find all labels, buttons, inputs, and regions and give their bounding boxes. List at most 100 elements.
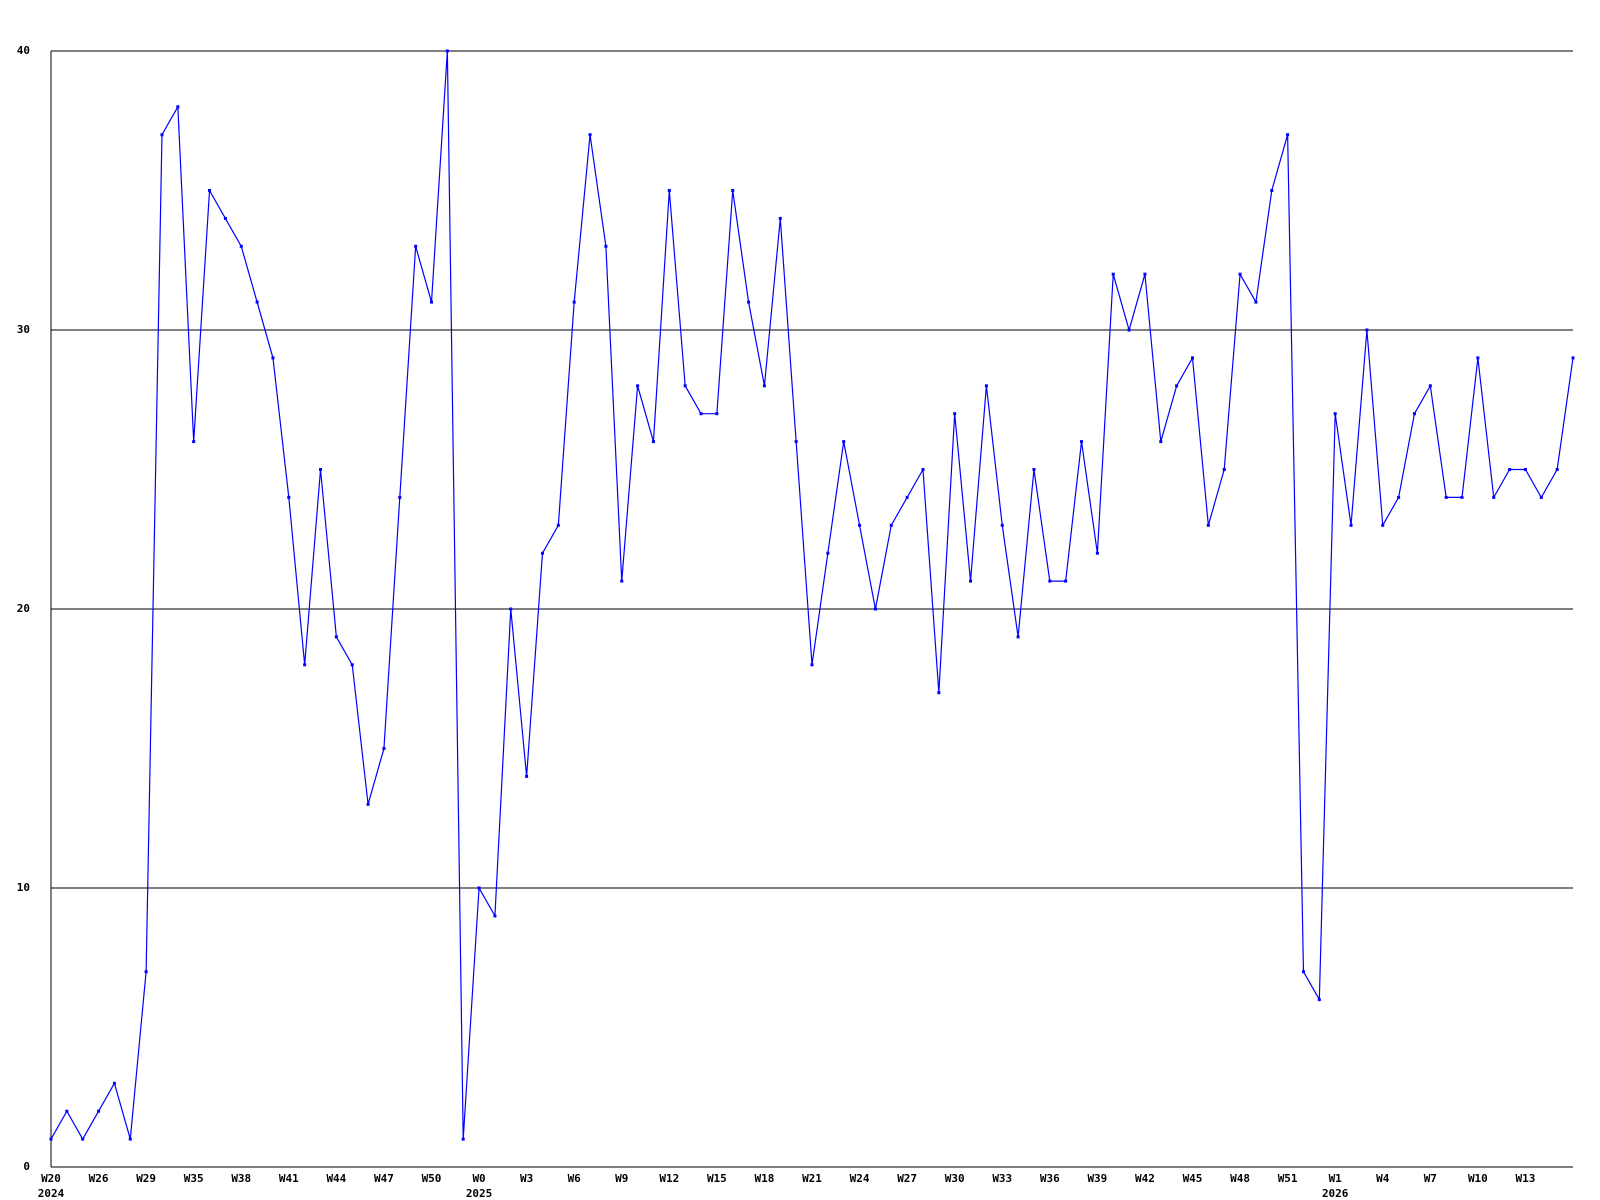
year-label: 2025 bbox=[466, 1187, 493, 1200]
point bbox=[1412, 412, 1416, 416]
point bbox=[858, 523, 862, 527]
point bbox=[208, 189, 212, 192]
point bbox=[984, 384, 988, 388]
year-label: 2024 bbox=[38, 1187, 65, 1200]
y-tick-label: 10 bbox=[17, 881, 30, 894]
point bbox=[715, 412, 719, 416]
point bbox=[128, 1137, 132, 1141]
point bbox=[1000, 523, 1004, 527]
point bbox=[889, 523, 893, 527]
point bbox=[1254, 300, 1258, 304]
y-tick-label: 0 bbox=[23, 1160, 30, 1173]
point bbox=[1286, 133, 1290, 137]
point bbox=[1333, 412, 1337, 416]
y-tick-label: 30 bbox=[17, 323, 30, 336]
point bbox=[683, 384, 687, 388]
point bbox=[651, 440, 655, 444]
point bbox=[81, 1137, 85, 1141]
point bbox=[287, 495, 291, 499]
x-tick-label: W20 bbox=[41, 1172, 61, 1185]
point bbox=[271, 356, 275, 360]
line bbox=[50, 50, 1574, 1141]
point bbox=[382, 747, 386, 750]
x-tick-label: W45 bbox=[1183, 1172, 1203, 1185]
x-tick-label: W13 bbox=[1516, 1172, 1536, 1185]
point bbox=[223, 216, 227, 220]
x-tick-label: W35 bbox=[184, 1172, 204, 1185]
point bbox=[1159, 440, 1163, 444]
point bbox=[1460, 495, 1464, 499]
point bbox=[255, 300, 259, 304]
x-tick-label: W6 bbox=[568, 1172, 582, 1185]
point bbox=[1301, 970, 1305, 974]
point bbox=[1175, 384, 1179, 388]
x-tick-label: W38 bbox=[231, 1172, 251, 1185]
point bbox=[1143, 272, 1147, 276]
x-tick-label: W44 bbox=[326, 1172, 346, 1185]
point bbox=[572, 300, 576, 304]
point bbox=[1539, 495, 1543, 499]
point bbox=[112, 1081, 116, 1085]
point bbox=[1064, 579, 1068, 583]
x-tick-label: W12 bbox=[659, 1172, 679, 1185]
point bbox=[778, 216, 782, 220]
x-tick-label: W39 bbox=[1087, 1172, 1107, 1185]
x-tick-label: W15 bbox=[707, 1172, 727, 1185]
x-tick-label: W42 bbox=[1135, 1172, 1155, 1185]
point bbox=[1080, 440, 1084, 444]
x-tick-label: W18 bbox=[755, 1172, 775, 1185]
point bbox=[762, 384, 766, 388]
point bbox=[1555, 468, 1559, 471]
point bbox=[1381, 523, 1385, 527]
point bbox=[620, 579, 624, 583]
x-tick-label: W47 bbox=[374, 1172, 394, 1185]
x-tick-label: W4 bbox=[1376, 1172, 1390, 1185]
point bbox=[556, 523, 560, 527]
point bbox=[969, 579, 973, 583]
x-tick-label: W3 bbox=[520, 1172, 533, 1185]
point bbox=[461, 1137, 465, 1141]
point bbox=[525, 774, 529, 778]
point bbox=[699, 412, 703, 416]
point bbox=[1428, 384, 1432, 388]
x-tick-label: W1 bbox=[1329, 1172, 1343, 1185]
point bbox=[1048, 579, 1052, 583]
point bbox=[65, 1109, 69, 1113]
x-tick-label: W48 bbox=[1230, 1172, 1250, 1185]
point bbox=[1222, 468, 1226, 471]
point bbox=[1032, 468, 1036, 471]
point bbox=[398, 495, 402, 499]
point bbox=[49, 1137, 53, 1141]
point bbox=[747, 300, 751, 304]
x-tick-label: W51 bbox=[1278, 1172, 1298, 1185]
point bbox=[176, 105, 180, 109]
point bbox=[1365, 328, 1369, 332]
point bbox=[667, 189, 671, 192]
point bbox=[319, 468, 323, 471]
point bbox=[1317, 998, 1321, 1002]
point bbox=[1206, 523, 1210, 527]
x-tick-label: W10 bbox=[1468, 1172, 1488, 1185]
y-tick-label: 20 bbox=[17, 602, 30, 615]
point bbox=[1349, 523, 1353, 527]
point bbox=[842, 440, 846, 444]
point bbox=[160, 133, 164, 137]
point bbox=[1111, 272, 1115, 276]
x-tick-label: W26 bbox=[89, 1172, 109, 1185]
point bbox=[636, 384, 640, 388]
year-label: 2026 bbox=[1322, 1187, 1349, 1200]
x-tick-label: W50 bbox=[422, 1172, 442, 1185]
x-tick-label: W24 bbox=[850, 1172, 870, 1185]
point bbox=[1397, 495, 1401, 499]
point bbox=[731, 189, 735, 192]
point bbox=[810, 663, 814, 667]
y-tick-label: 40 bbox=[17, 44, 30, 57]
point bbox=[493, 914, 497, 918]
point bbox=[509, 607, 513, 611]
point bbox=[937, 691, 941, 695]
point bbox=[366, 802, 370, 806]
x-tick-label: W30 bbox=[945, 1172, 965, 1185]
x-tick-label: W29 bbox=[136, 1172, 156, 1185]
point bbox=[921, 468, 925, 471]
x-tick-label: W0 bbox=[472, 1172, 485, 1185]
